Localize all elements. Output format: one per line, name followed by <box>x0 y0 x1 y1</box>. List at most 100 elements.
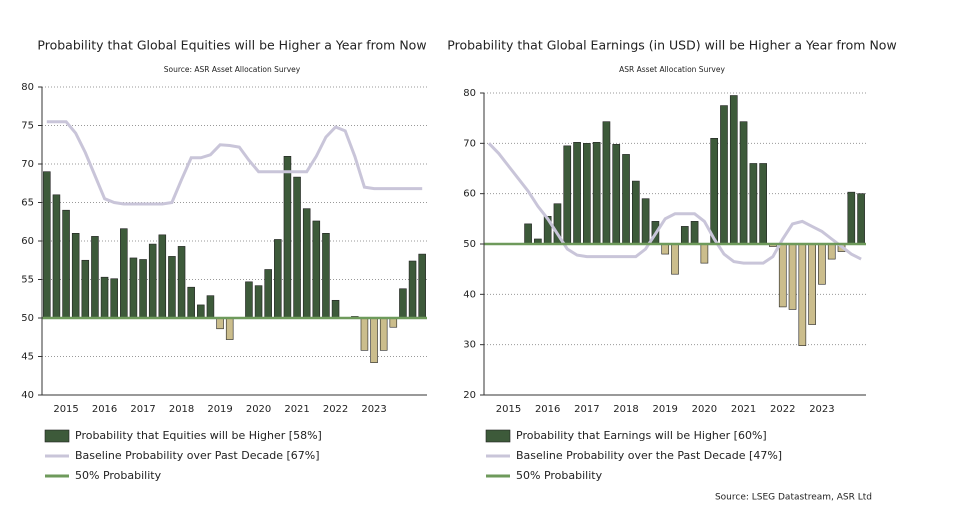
bar <box>798 243 807 346</box>
bar <box>690 221 699 245</box>
bar <box>759 163 767 245</box>
bar <box>52 194 61 319</box>
bar <box>245 281 253 319</box>
x-tick-label: 2019 <box>207 404 232 415</box>
bar <box>216 317 224 330</box>
chart-title: Probability that Global Equities will be… <box>37 38 426 53</box>
bar <box>129 257 138 319</box>
x-tick-label: 2015 <box>53 404 78 415</box>
bar <box>254 285 263 319</box>
bar <box>139 259 147 319</box>
bar <box>62 209 70 319</box>
bar <box>418 253 426 319</box>
bar <box>729 95 738 245</box>
bar <box>641 198 650 245</box>
bar <box>720 105 728 245</box>
x-tick-label: 2017 <box>574 404 599 415</box>
legend-swatch <box>44 429 70 443</box>
bar <box>847 191 856 245</box>
y-tick-label: 60 <box>463 189 476 200</box>
x-tick-label: 2016 <box>535 404 560 415</box>
y-tick-label: 75 <box>21 121 34 132</box>
bar <box>81 259 90 319</box>
baseline-line <box>487 142 862 265</box>
y-tick-label: 70 <box>21 159 34 170</box>
footer-source: Source: LSEG Datastream, ASR Ltd <box>715 493 872 503</box>
legend-swatch <box>485 429 511 443</box>
bar <box>612 144 621 245</box>
bar <box>583 143 591 245</box>
x-tick-label: 2022 <box>323 404 348 415</box>
y-tick-label: 65 <box>21 198 34 209</box>
bar <box>808 243 816 325</box>
bar <box>206 295 215 319</box>
bar <box>187 286 195 319</box>
bar <box>148 243 157 319</box>
chart-subtitle: ASR Asset Allocation Survey <box>619 65 725 74</box>
bar <box>631 180 640 245</box>
bar <box>408 260 417 319</box>
bar <box>602 121 611 245</box>
y-tick-label: 40 <box>463 289 476 300</box>
bar <box>700 243 709 264</box>
bar <box>818 243 826 285</box>
y-tick-label: 50 <box>21 313 34 324</box>
legend-label: 50% Probability <box>516 469 603 482</box>
bar <box>264 269 272 319</box>
legend-label: Probability that Equities will be Higher… <box>75 429 322 442</box>
baseline-line <box>46 120 423 206</box>
x-tick-label: 2021 <box>731 404 756 415</box>
chart-subtitle: Source: ASR Asset Allocation Survey <box>164 65 301 74</box>
x-tick-label: 2022 <box>770 404 795 415</box>
bar <box>778 243 787 308</box>
bar <box>293 176 301 319</box>
x-tick-label: 2020 <box>692 404 717 415</box>
bar <box>283 156 292 319</box>
bar <box>788 243 797 310</box>
y-tick-label: 20 <box>463 390 476 401</box>
bar <box>177 246 186 319</box>
x-tick-label: 2023 <box>809 404 834 415</box>
y-tick-label: 70 <box>463 138 476 149</box>
bar <box>370 317 378 363</box>
bar <box>100 276 109 319</box>
bar <box>302 208 311 319</box>
bar <box>622 154 630 245</box>
x-tick-label: 2023 <box>361 404 386 415</box>
bar <box>573 142 581 245</box>
legend-label: 50% Probability <box>75 469 162 482</box>
bar <box>91 236 99 319</box>
y-tick-label: 80 <box>463 88 476 99</box>
x-tick-label: 2015 <box>496 404 521 415</box>
legend-label: Baseline Probability over Past Decade [6… <box>75 449 320 462</box>
x-tick-label: 2018 <box>169 404 194 415</box>
bar <box>197 304 205 319</box>
y-tick-label: 40 <box>21 390 34 401</box>
legend-label: Baseline Probability over the Past Decad… <box>516 449 782 462</box>
bar <box>312 220 321 319</box>
x-tick-label: 2018 <box>613 404 638 415</box>
x-tick-label: 2020 <box>246 404 271 415</box>
y-tick-label: 50 <box>463 239 476 250</box>
bar <box>360 317 369 351</box>
y-tick-label: 30 <box>463 340 476 351</box>
bar <box>168 256 176 319</box>
bar <box>225 317 234 340</box>
bar <box>749 163 758 245</box>
y-tick-label: 60 <box>21 236 34 247</box>
chart-title: Probability that Global Earnings (in USD… <box>447 38 896 53</box>
bar <box>739 121 748 245</box>
x-tick-label: 2017 <box>130 404 155 415</box>
bar <box>671 243 679 275</box>
y-tick-label: 80 <box>21 82 34 93</box>
bar <box>274 239 282 319</box>
bar <box>399 288 407 319</box>
bar <box>389 317 398 328</box>
x-tick-label: 2021 <box>284 404 309 415</box>
y-tick-label: 55 <box>21 275 34 286</box>
y-tick-label: 45 <box>21 352 34 363</box>
bar <box>158 234 167 319</box>
bar <box>379 317 388 351</box>
bar <box>661 243 670 255</box>
